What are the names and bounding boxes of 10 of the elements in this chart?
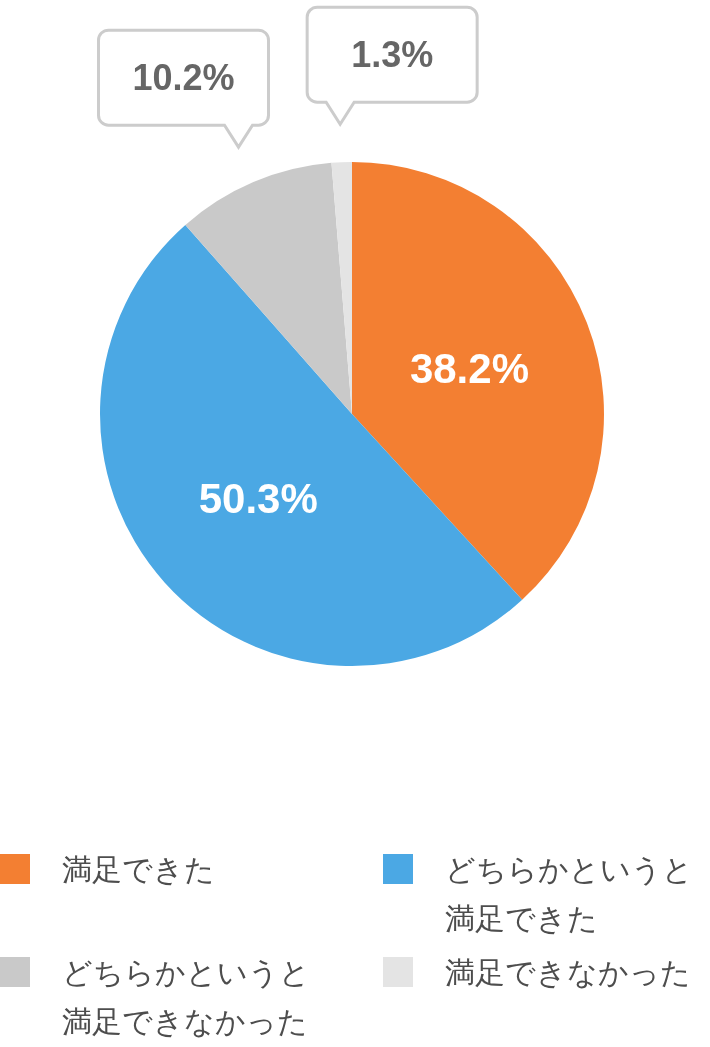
data-label: 1.3% [351, 34, 434, 76]
legend-label: 満足できた [62, 851, 215, 887]
data-label: 10.2% [132, 57, 235, 99]
data-label: 38.2% [409, 344, 529, 392]
legend-label: どちらかというと満足できた [445, 851, 693, 936]
pie-slice [352, 162, 604, 600]
legend-label: どちらかというと満足できなかった [62, 954, 310, 1039]
legend-label: 満足できなかった [445, 954, 691, 990]
pie-slice [185, 162, 352, 414]
data-label: 50.3% [198, 474, 318, 522]
